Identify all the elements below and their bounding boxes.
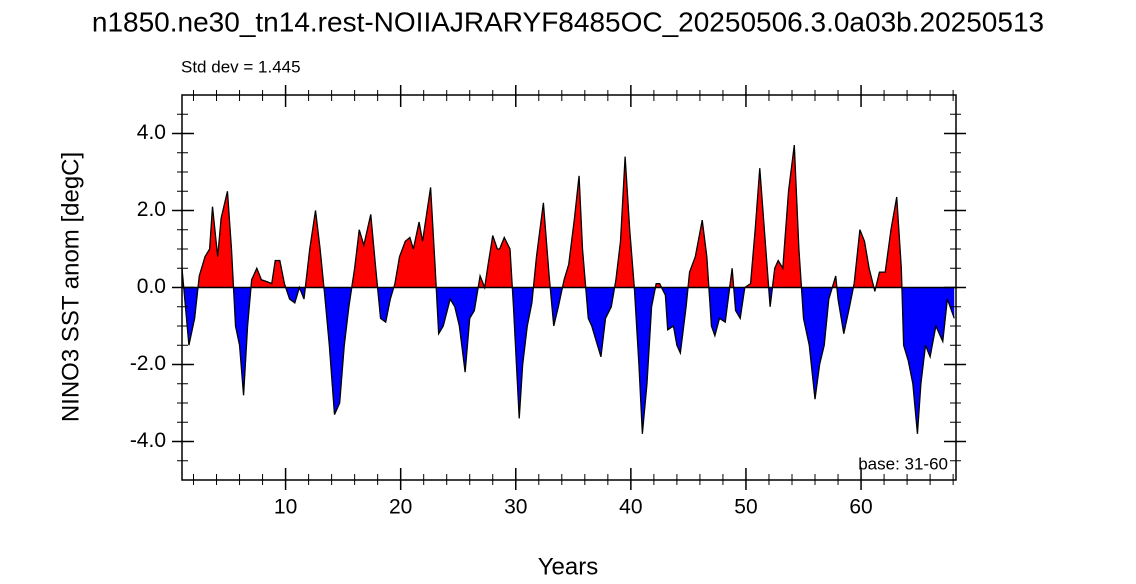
- x-tick-label: 20: [389, 496, 412, 519]
- series-line: [181, 144, 955, 434]
- plot-area: -4.0 -2.0 0.0 2.0 4.0 10 20 30 40 50 60 base: 31-60: [130, 85, 966, 519]
- x-tick-label: 60: [849, 496, 872, 519]
- x-tick-label: 30: [504, 496, 527, 519]
- subtitle: Std dev = 1.445: [181, 57, 301, 76]
- area-below: [182, 287, 955, 434]
- x-axis-label: Years: [538, 553, 599, 580]
- chart-title: n1850.ne30_tn14.rest-NOIIAJRARYF8485OC_2…: [92, 6, 1044, 37]
- y-tick-label: -4.0: [130, 429, 166, 452]
- y-tick-label: 2.0: [137, 198, 166, 221]
- area-above: [182, 145, 955, 288]
- annotation: base: 31-60: [858, 454, 948, 473]
- y-axis-label: NINO3 SST anom [degC]: [57, 152, 84, 422]
- x-tick-label: 10: [274, 496, 297, 519]
- y-tick-label: -2.0: [130, 352, 166, 375]
- x-tick-label: 40: [619, 496, 642, 519]
- y-tick-label: 0.0: [137, 275, 166, 298]
- y-tick-label: 4.0: [137, 121, 166, 144]
- x-tick-label: 50: [734, 496, 757, 519]
